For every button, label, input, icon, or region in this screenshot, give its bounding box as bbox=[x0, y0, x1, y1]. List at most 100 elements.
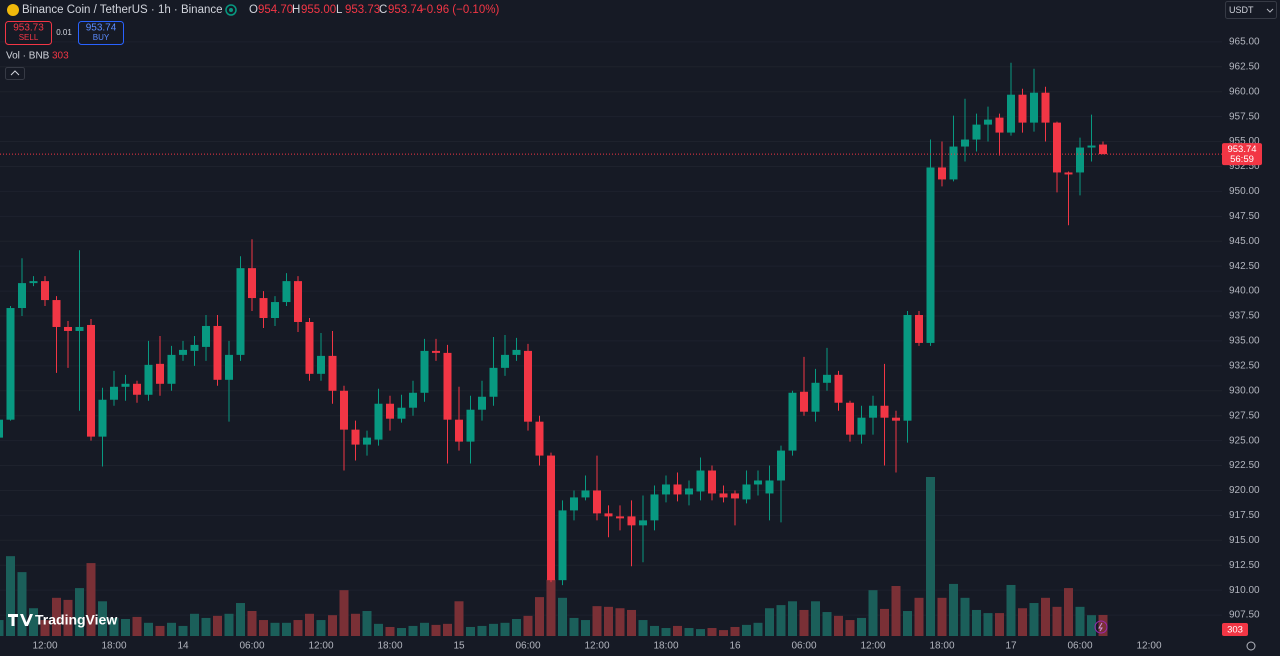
y-tick-label: 920.00 bbox=[1229, 485, 1260, 496]
candle-body bbox=[915, 315, 923, 343]
volume-bar bbox=[282, 622, 291, 636]
candle-body bbox=[995, 117, 1004, 133]
volume-bar bbox=[1006, 584, 1016, 636]
x-tick-label: 06:00 bbox=[239, 641, 264, 652]
volume-legend: Vol · BNB bbox=[6, 51, 50, 62]
candle-body bbox=[87, 324, 95, 437]
candle-body bbox=[156, 363, 164, 384]
candle-body bbox=[133, 383, 141, 395]
y-tick-label: 965.00 bbox=[1229, 37, 1260, 48]
ohlc-value: 955.00 bbox=[301, 4, 336, 16]
candle-body bbox=[351, 429, 360, 445]
volume-bar bbox=[914, 597, 924, 636]
spread: 0.01 bbox=[56, 28, 72, 37]
volume-bar bbox=[857, 617, 866, 636]
candle-body bbox=[535, 421, 544, 456]
candle-body bbox=[1018, 94, 1027, 123]
y-tick-label: 940.00 bbox=[1229, 286, 1260, 297]
volume-bar bbox=[144, 622, 153, 636]
countdown: 56:59 bbox=[1230, 154, 1254, 165]
candle-body bbox=[455, 419, 463, 442]
volume-bar bbox=[408, 625, 418, 636]
buy-price: 953.74 bbox=[86, 23, 117, 34]
volume-bar bbox=[190, 613, 199, 636]
sell-button[interactable] bbox=[5, 21, 52, 45]
y-tick-label: 922.50 bbox=[1229, 460, 1260, 471]
x-tick-label: 18:00 bbox=[377, 641, 402, 652]
candle-body bbox=[202, 325, 210, 347]
y-tick-label: 917.50 bbox=[1229, 510, 1260, 521]
symbol-title[interactable]: Binance Coin / TetherUS · 1h · Binance bbox=[22, 4, 223, 16]
candle-body bbox=[512, 349, 521, 355]
y-tick-label: 915.00 bbox=[1229, 535, 1260, 546]
volume-bar bbox=[627, 609, 636, 636]
currency-dropdown[interactable] bbox=[1225, 1, 1277, 19]
candle-body bbox=[685, 488, 693, 495]
volume-pane bbox=[0, 477, 1108, 636]
market-status[interactable] bbox=[225, 4, 237, 16]
x-tick-label: 18:00 bbox=[929, 641, 954, 652]
volume-bar bbox=[201, 617, 211, 636]
buy-label: BUY bbox=[93, 33, 110, 42]
candle-body bbox=[869, 405, 877, 418]
volume-bar bbox=[6, 556, 15, 636]
candle-body bbox=[961, 139, 969, 147]
volume-bar bbox=[949, 583, 958, 636]
y-tick-label: 952.50 bbox=[1229, 161, 1260, 172]
volume-bar bbox=[316, 620, 326, 636]
volume-bar bbox=[351, 613, 360, 636]
volume-bar bbox=[926, 477, 935, 636]
candle-body bbox=[305, 321, 314, 374]
volume-bar bbox=[270, 622, 280, 636]
y-tick-label: 960.00 bbox=[1229, 86, 1260, 97]
volume-bar bbox=[730, 626, 740, 636]
buy-button[interactable] bbox=[78, 21, 124, 45]
y-tick-label: 955.00 bbox=[1229, 136, 1260, 147]
y-tick-label: 957.50 bbox=[1229, 111, 1260, 122]
candle-body bbox=[984, 119, 992, 125]
volume-bar bbox=[247, 611, 257, 636]
volume-bar bbox=[443, 623, 452, 636]
volume-bar bbox=[615, 608, 625, 636]
y-tick-label: 962.50 bbox=[1229, 61, 1260, 72]
volume-bar bbox=[569, 617, 579, 636]
volume-bar bbox=[523, 615, 533, 636]
candle-body bbox=[363, 437, 371, 445]
collapse-icon bbox=[10, 70, 20, 76]
candle-body bbox=[110, 386, 118, 400]
volume-bar bbox=[972, 609, 981, 636]
candle-body bbox=[478, 396, 486, 410]
volume-bar bbox=[1052, 606, 1062, 636]
candle-body bbox=[570, 497, 578, 511]
volume-bar bbox=[903, 611, 912, 636]
candle-body bbox=[236, 268, 245, 355]
market-status-dot bbox=[229, 8, 233, 12]
x-tick-label: 12:00 bbox=[584, 641, 609, 652]
settings-icon[interactable] bbox=[1246, 641, 1256, 651]
volume-value-box bbox=[1222, 623, 1248, 636]
volume-bar bbox=[259, 620, 268, 636]
volume-bar bbox=[477, 625, 487, 636]
volume-bar bbox=[397, 628, 406, 636]
last-price-label: 953.74 bbox=[1227, 144, 1256, 155]
currency: USDT bbox=[1229, 5, 1254, 15]
volume-bar bbox=[339, 590, 349, 636]
candle-body bbox=[558, 510, 567, 581]
volume-bar bbox=[132, 616, 142, 636]
volume-bar bbox=[0, 620, 4, 636]
collapse-button[interactable] bbox=[5, 67, 25, 80]
x-tick-label: 18:00 bbox=[101, 641, 126, 652]
candle-body bbox=[328, 355, 337, 391]
candle-body bbox=[1030, 92, 1038, 123]
volume-bar bbox=[98, 601, 107, 636]
candle-body bbox=[639, 520, 647, 526]
alert-icon[interactable] bbox=[1094, 620, 1108, 634]
candle-body bbox=[1087, 145, 1096, 148]
volume-bar bbox=[1087, 615, 1096, 636]
volume-bar bbox=[581, 620, 590, 636]
volume-bar bbox=[845, 620, 855, 636]
volume-bar bbox=[305, 613, 314, 636]
candle-body bbox=[777, 450, 785, 481]
